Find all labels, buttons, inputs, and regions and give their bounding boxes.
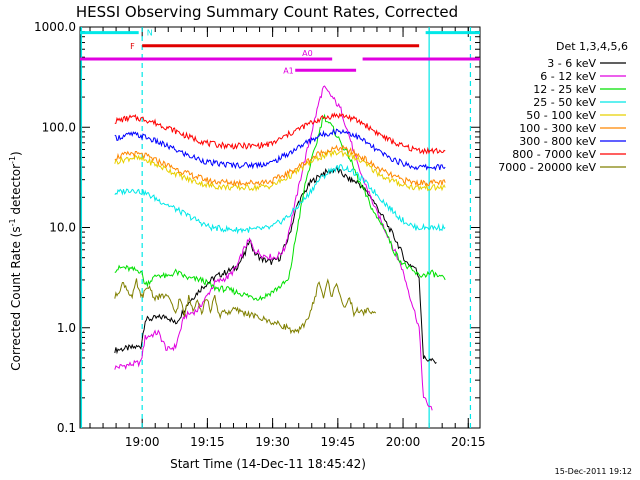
attenuator-flags: N F A0 A1 [80, 29, 480, 75]
legend-label: 12 - 25 keV [533, 83, 596, 96]
series-line [114, 149, 446, 192]
x-tick-label: 19:45 [321, 435, 356, 449]
reference-lines [80, 27, 472, 428]
legend-title: Det 1,3,4,5,6 [556, 40, 628, 53]
legend-label: 800 - 7000 keV [512, 148, 596, 161]
plot-frame [79, 26, 481, 429]
series-line [114, 278, 377, 335]
series-line [114, 163, 446, 235]
legend-label: 7000 - 20000 keV [498, 161, 596, 174]
y-axis-label: Corrected Count Rate (s-1 detector-1) [8, 151, 23, 370]
series-line [114, 128, 446, 172]
svg-text:Corrected Count Rate (s-1 dete: Corrected Count Rate (s-1 detector-1) [8, 151, 23, 370]
axis-ticks: 1000.0 100.0 10.0 1.0 0.1 19:00 19:15 19:30 19:4… [34, 20, 486, 449]
series-line [114, 112, 446, 155]
series-line [114, 165, 437, 365]
flag-label: A1 [283, 66, 294, 75]
x-tick-label: 19:00 [125, 435, 160, 449]
x-tick-label: 20:15 [451, 435, 486, 449]
plot-area [79, 26, 481, 429]
legend-label: 50 - 100 keV [526, 109, 596, 122]
x-axis-label: Start Time (14-Dec-11 18:45:42) [170, 457, 366, 471]
x-tick-label: 19:30 [255, 435, 290, 449]
flag-label: A0 [302, 49, 313, 58]
flag-label: F [130, 42, 135, 51]
legend-label: 6 - 12 keV [540, 70, 596, 83]
legend-label: 300 - 800 keV [519, 135, 596, 148]
chart-title: HESSI Observing Summary Count Rates, Cor… [76, 3, 458, 21]
y-tick-label: 0.1 [57, 421, 76, 435]
legend-label: 25 - 50 keV [533, 96, 596, 109]
y-tick-label: 100.0 [42, 120, 76, 134]
data-series [114, 85, 446, 411]
y-tick-label: 1.0 [57, 321, 76, 335]
series-line [114, 144, 446, 187]
flag-label: N [147, 29, 153, 38]
legend-label: 3 - 6 keV [547, 57, 596, 70]
x-tick-label: 19:15 [190, 435, 225, 449]
series-line [114, 85, 433, 411]
footer-timestamp: 15-Dec-2011 19:12 [555, 467, 632, 476]
legend-label: 100 - 300 keV [519, 122, 596, 135]
y-axis-label-main: Corrected Count Rate (s [9, 226, 23, 370]
series-line [114, 113, 446, 301]
y-tick-label: 10.0 [49, 221, 76, 235]
y-axis-label-sup-2: -1 [8, 156, 17, 164]
y-axis-label-end: ) [9, 151, 23, 156]
y-axis-label-mid: detector [9, 164, 23, 219]
x-tick-label: 20:00 [386, 435, 421, 449]
y-axis-label-sup-1: -1 [8, 218, 17, 226]
y-tick-label: 1000.0 [34, 20, 76, 34]
